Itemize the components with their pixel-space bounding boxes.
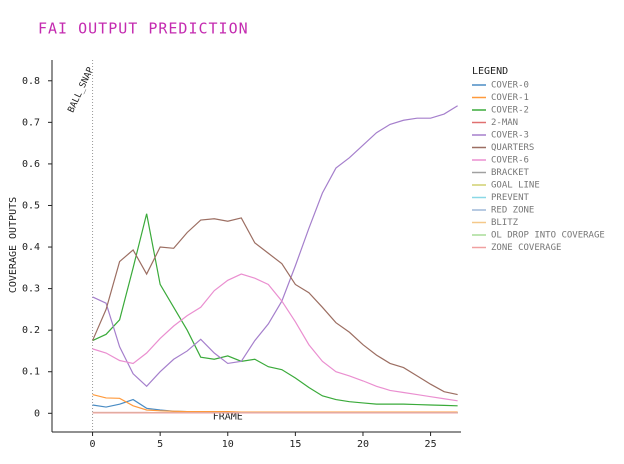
x-tick-label: 25 xyxy=(425,439,437,450)
legend-label: GOAL LINE xyxy=(491,181,540,191)
legend-label: 2-MAN xyxy=(491,118,518,128)
y-tick-label: 0.8 xyxy=(22,76,40,87)
x-tick-label: 20 xyxy=(357,439,369,450)
x-tick-label: 5 xyxy=(157,439,163,450)
legend-label: BLITZ xyxy=(491,218,519,228)
y-tick-label: 0.1 xyxy=(22,367,40,378)
series-line xyxy=(92,394,458,413)
legend-label: RED ZONE xyxy=(491,206,534,216)
legend-label: BRACKET xyxy=(491,168,530,178)
series-line xyxy=(92,217,458,396)
x-tick-label: 0 xyxy=(90,439,96,450)
y-tick-label: 0.5 xyxy=(22,200,40,211)
legend-label: COVER-2 xyxy=(491,106,529,116)
legend-label: COVER-0 xyxy=(491,81,529,91)
legend-label: ZONE COVERAGE xyxy=(491,243,561,253)
y-axis-label: COVERAGE OUTPUTS xyxy=(8,197,19,293)
x-tick-label: 15 xyxy=(289,439,301,450)
y-tick-label: 0.2 xyxy=(22,325,40,336)
chart-title: FAI OUTPUT PREDICTION xyxy=(38,20,249,38)
y-tick-label: 0.4 xyxy=(22,242,40,253)
series-line xyxy=(92,273,458,402)
y-tick-label: 0.7 xyxy=(22,117,40,128)
legend-label: COVER-6 xyxy=(491,156,529,166)
x-tick-label: 10 xyxy=(222,439,234,450)
legend-label: PREVENT xyxy=(491,193,530,203)
y-tick-label: 0.3 xyxy=(22,284,40,295)
x-axis-label: FRAME xyxy=(213,411,243,422)
legend-label: COVER-1 xyxy=(491,93,529,103)
y-tick-label: 0 xyxy=(34,408,40,419)
y-tick-label: 0.6 xyxy=(22,159,40,170)
legend-label: COVER-3 xyxy=(491,131,529,141)
legend-label: OL DROP INTO COVERAGE xyxy=(491,231,605,241)
annotation-text: BALL_SNAP xyxy=(66,65,96,114)
series-line xyxy=(92,105,458,388)
legend-label: QUARTERS xyxy=(491,143,534,153)
series-line xyxy=(92,213,458,407)
legend-title: LEGEND xyxy=(472,66,508,77)
